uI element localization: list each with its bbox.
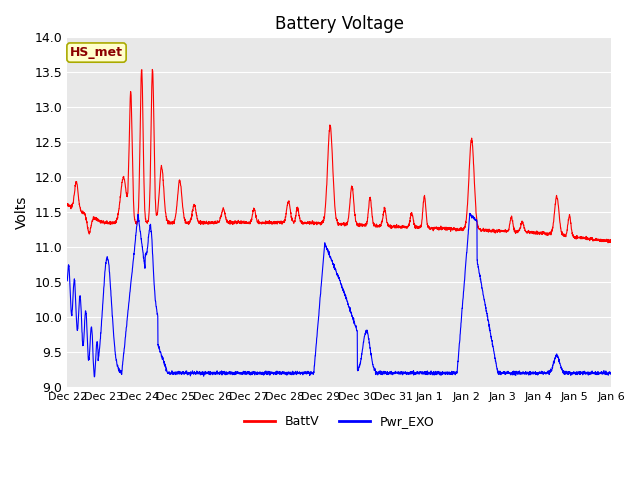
Line: BattV: BattV — [67, 70, 611, 243]
Pwr_EXO — [538, 371, 546, 376]
Pwr_EXO — [90, 374, 98, 380]
Pwr_EXO — [466, 210, 474, 216]
BattV — [158, 165, 166, 170]
Pwr_EXO — [125, 295, 133, 300]
BattV — [63, 201, 71, 206]
BattV — [125, 135, 133, 141]
Title: Battery Voltage: Battery Voltage — [275, 15, 404, 33]
BattV — [538, 232, 546, 238]
Pwr_EXO — [597, 371, 605, 376]
BattV — [604, 240, 612, 246]
Pwr_EXO — [296, 369, 303, 375]
BattV — [296, 215, 303, 221]
BattV — [148, 67, 156, 72]
Pwr_EXO — [607, 370, 615, 376]
Y-axis label: Volts: Volts — [15, 195, 29, 229]
BattV — [607, 239, 615, 244]
Pwr_EXO — [272, 369, 280, 374]
Line: Pwr_EXO: Pwr_EXO — [67, 213, 611, 377]
BattV — [596, 239, 604, 244]
BattV — [272, 221, 280, 227]
Text: HS_met: HS_met — [70, 46, 123, 59]
Pwr_EXO — [158, 353, 166, 359]
Pwr_EXO — [63, 278, 71, 284]
Legend: BattV, Pwr_EXO: BattV, Pwr_EXO — [239, 410, 440, 433]
